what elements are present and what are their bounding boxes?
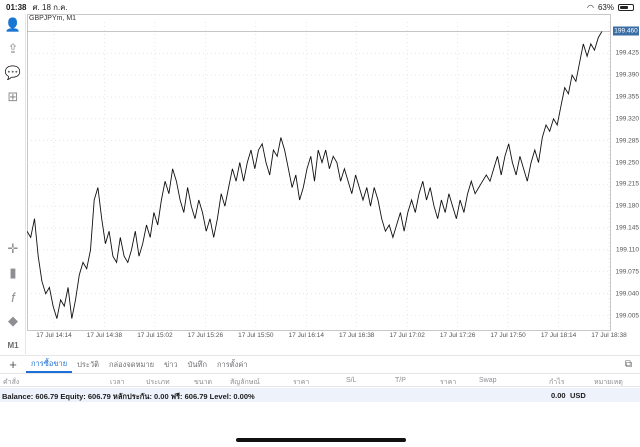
person-icon[interactable]: 👤 bbox=[4, 17, 22, 32]
status-date: ศ. 18 ก.ค. bbox=[32, 2, 68, 12]
col-price: ราคา bbox=[293, 379, 310, 386]
timeframe-button[interactable]: M1 bbox=[7, 340, 19, 350]
col-price-current: ราคา bbox=[440, 379, 457, 386]
price-line bbox=[27, 31, 603, 319]
tab-journal[interactable]: บันทึก bbox=[187, 359, 208, 369]
candlestick-icon[interactable]: ▮ bbox=[9, 265, 17, 280]
col-time: เวลา bbox=[110, 379, 125, 386]
status-bar: 01:38 ศ. 18 ก.ค. ◠ 63% bbox=[0, 0, 640, 14]
battery-fill bbox=[620, 5, 628, 9]
time-axis-label: 17 Jul 17:50 bbox=[490, 332, 526, 339]
time-axis-label: 17 Jul 14:38 bbox=[86, 332, 123, 339]
chart-symbol-label: GBPJPYm, M1 bbox=[29, 15, 77, 22]
price-axis-label: 199.110 bbox=[615, 246, 639, 254]
time-axis-label: 17 Jul 16:38 bbox=[339, 332, 375, 339]
tab-history[interactable]: ประวัติ bbox=[77, 359, 100, 369]
shapes-icon[interactable]: ◆ bbox=[8, 313, 18, 328]
home-indicator[interactable] bbox=[236, 438, 406, 442]
battery-icon bbox=[618, 3, 634, 11]
col-profit: กำไร bbox=[549, 379, 565, 386]
tab-trade[interactable]: การซื้อขาย bbox=[26, 356, 73, 373]
price-axis-label: 199.355 bbox=[615, 93, 640, 101]
time-axis-label: 17 Jul 17:02 bbox=[389, 332, 425, 339]
orders-column-header: คำสั่ง เวลา ประเภท ขนาด สัญลักษณ์ ราคา S… bbox=[0, 373, 640, 387]
col-swap: Swap bbox=[479, 377, 497, 384]
new-document-icon[interactable]: ⊞ bbox=[7, 89, 19, 104]
tab-mailbox[interactable]: กล่องจดหมาย bbox=[109, 359, 155, 369]
col-type: ประเภท bbox=[146, 379, 170, 386]
account-currency: USD bbox=[570, 391, 586, 400]
price-axis-label: 199.425 bbox=[615, 49, 640, 57]
price-axis-label: 199.005 bbox=[615, 312, 640, 319]
status-right: ◠ 63% bbox=[587, 3, 634, 12]
chart-area[interactable]: GBPJPYm, M1 199.425 199.390 199.355 199.320… bbox=[27, 14, 640, 354]
price-axis-label: 199.320 bbox=[615, 115, 640, 123]
price-axis-label: 199.075 bbox=[615, 268, 640, 276]
time-axis-label: 17 Jul 14:14 bbox=[36, 332, 72, 339]
status-time: 01:38 bbox=[6, 2, 27, 12]
balance-row: Balance: 606.79 Equity: 606.79 หลักประกั… bbox=[0, 388, 640, 402]
share-icon[interactable]: ⇪ bbox=[7, 41, 19, 56]
time-axis-label: 17 Jul 18:14 bbox=[540, 332, 577, 339]
tab-news[interactable]: ข่าว bbox=[164, 359, 178, 369]
col-order: คำสั่ง bbox=[3, 379, 20, 386]
price-chart[interactable] bbox=[27, 14, 640, 354]
function-icon[interactable]: f bbox=[11, 289, 15, 305]
price-axis-label: 199.390 bbox=[615, 71, 640, 79]
chart-frame bbox=[27, 14, 611, 331]
time-axis-label: 17 Jul 15:50 bbox=[238, 332, 274, 339]
price-axis-label: 199.180 bbox=[615, 202, 640, 210]
time-axis-label: 17 Jul 15:26 bbox=[187, 332, 224, 339]
col-sl: S/L bbox=[346, 377, 357, 384]
col-comment: หมายเหตุ bbox=[594, 379, 623, 386]
price-axis-label: 199.145 bbox=[615, 224, 640, 232]
layout-icon[interactable]: ⧉ bbox=[624, 359, 632, 370]
terminal-tabs: + การซื้อขาย ประวัติ กล่องจดหมาย ข่าว บั… bbox=[0, 355, 640, 373]
price-axis-label: 199.285 bbox=[615, 137, 640, 145]
total-profit: 0.00 bbox=[551, 391, 566, 400]
col-symbol: สัญลักษณ์ bbox=[230, 379, 260, 386]
time-axis-label: 17 Jul 18:38 bbox=[591, 332, 627, 339]
left-toolbar: 👤 ⇪ 💬 ⊞ ✛ ▮ f ◆ M1 bbox=[0, 14, 26, 354]
balance-summary: Balance: 606.79 Equity: 606.79 หลักประกั… bbox=[2, 392, 255, 401]
price-axis-label: 199.215 bbox=[615, 180, 640, 188]
col-tp: T/P bbox=[395, 377, 406, 384]
time-axis-label: 17 Jul 16:14 bbox=[288, 332, 324, 339]
crosshair-icon[interactable]: ✛ bbox=[7, 241, 19, 256]
price-axis-label: 199.250 bbox=[615, 159, 640, 166]
time-axis-label: 17 Jul 15:02 bbox=[137, 332, 173, 339]
price-axis-label: 199.040 bbox=[615, 290, 640, 298]
time-axis-label: 17 Jul 17:26 bbox=[439, 332, 476, 339]
col-size: ขนาด bbox=[194, 379, 213, 386]
current-price-tag: 199.460 bbox=[613, 26, 639, 36]
battery-percent: 63% bbox=[597, 2, 614, 12]
add-icon[interactable]: + bbox=[9, 357, 17, 372]
wifi-icon: ◠ bbox=[587, 2, 594, 12]
chat-icon[interactable]: 💬 bbox=[4, 65, 22, 80]
tab-settings[interactable]: การตั้งค่า bbox=[217, 359, 248, 369]
